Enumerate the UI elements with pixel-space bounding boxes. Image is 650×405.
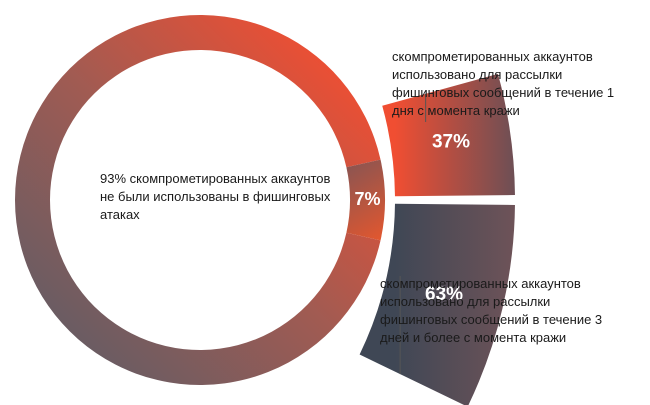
- lower-caption: скомпрометированных аккаунтов использова…: [380, 276, 603, 345]
- upper-caption: скомпрометированных аккаунтов использова…: [392, 49, 615, 118]
- lower-percent-label: 63%: [425, 284, 463, 305]
- upper-percent-label: 37%: [432, 131, 470, 152]
- donut-slice-small: [346, 159, 385, 241]
- small-slice-percent-label: 7%: [354, 189, 380, 209]
- bar-slice-lower: [359, 203, 515, 405]
- bar-slice-upper: [382, 73, 515, 197]
- center-caption: 93% скомпрометированных аккаунтов не был…: [100, 171, 331, 222]
